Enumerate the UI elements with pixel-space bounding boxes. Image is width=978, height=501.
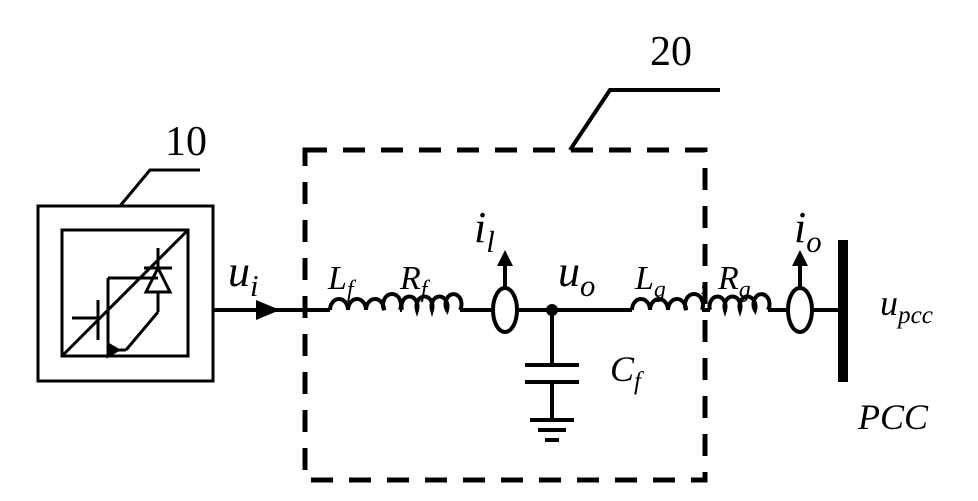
ref-10: 10 — [165, 118, 207, 166]
callout-20 — [570, 90, 720, 150]
label-comma: , — [700, 260, 709, 298]
label-PCC: PCC — [858, 396, 928, 438]
current-sensor-il — [493, 250, 517, 332]
label-upcc: upcc — [880, 282, 933, 330]
label-io: io — [794, 202, 822, 260]
callout-10 — [120, 170, 200, 206]
ref-20: 20 — [650, 28, 692, 76]
label-uo: uo — [558, 246, 595, 304]
label-Lf: Lf — [328, 260, 354, 304]
igbt-icon — [72, 278, 126, 356]
capacitor-Cf — [525, 310, 579, 440]
label-Rf: Rf — [400, 260, 427, 304]
diode-icon — [126, 248, 172, 350]
label-Cf: Cf — [610, 348, 641, 396]
current-sensor-io — [788, 250, 812, 332]
label-Lg: Lg — [635, 260, 666, 304]
label-ui: ui — [228, 246, 259, 304]
label-Rg: Rg — [718, 260, 751, 304]
label-il: il — [474, 202, 495, 260]
flow-arrow — [256, 300, 280, 320]
